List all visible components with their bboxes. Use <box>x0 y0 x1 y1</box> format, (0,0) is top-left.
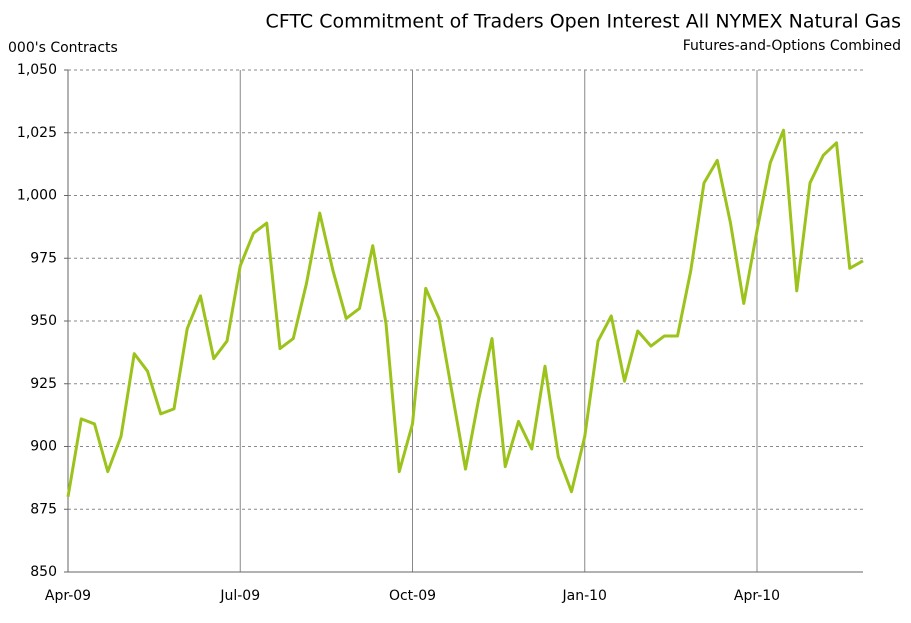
y-tick-label: 950 <box>30 313 57 329</box>
y-tick-label: 900 <box>30 439 57 455</box>
chart-subtitle: Futures-and-Options Combined <box>683 38 901 54</box>
y-tick-label: 1,025 <box>17 125 57 141</box>
y-tick-label: 925 <box>30 376 57 392</box>
y-tick-label: 975 <box>30 250 57 266</box>
y-tick-label: 875 <box>30 501 57 517</box>
x-tick-label: Jul-09 <box>219 588 260 604</box>
x-tick-label: Apr-09 <box>45 588 91 604</box>
x-tick-label: Apr-10 <box>734 588 780 604</box>
chart-title: CFTC Commitment of Traders Open Interest… <box>266 11 901 33</box>
data-line <box>66 128 864 497</box>
y-tick-label: 850 <box>30 564 57 580</box>
y-tick-label: 1,000 <box>17 188 57 204</box>
y-tick-label: 1,050 <box>17 62 57 78</box>
y-axis-label: 000's Contracts <box>8 40 118 56</box>
x-tick-label: Jan-10 <box>562 588 607 604</box>
x-tick-label: Oct-09 <box>389 588 436 604</box>
